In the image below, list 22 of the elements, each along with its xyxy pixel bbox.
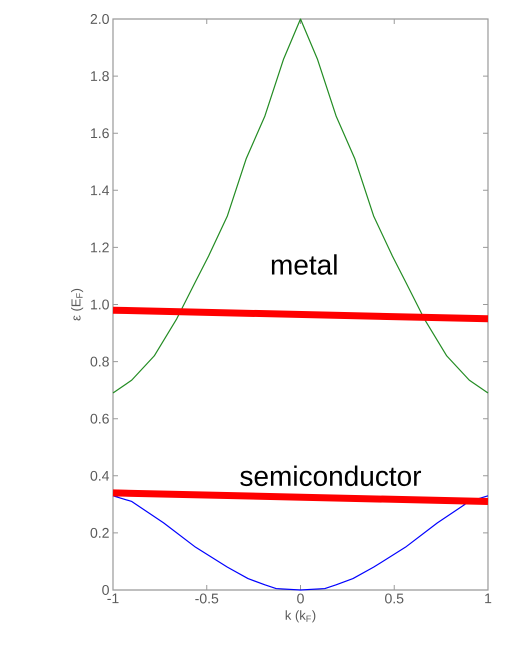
y-tick-label: 1.2 xyxy=(91,242,109,252)
x-axis-title: k (k$_{F}$) xyxy=(286,610,316,622)
x-tick-label: -1 xyxy=(107,594,119,604)
y-tick-label: 0.6 xyxy=(90,414,109,424)
y-tick-label: 1.0 xyxy=(91,300,109,310)
annotation: metal xyxy=(272,254,337,275)
line-series xyxy=(112,18,489,394)
y-tick-label: 1.8 xyxy=(91,71,109,82)
x-tick-label: 0 xyxy=(297,594,304,604)
y-tick-label: 1.4 xyxy=(91,185,110,196)
y-tick-label: 1.6 xyxy=(91,128,109,138)
annotation: semiconductor xyxy=(240,466,422,486)
y-tick-label: 0 xyxy=(102,585,109,595)
y-tick-label: 0.4 xyxy=(90,470,110,481)
x-tick-label: 1 xyxy=(485,594,492,604)
x-tick-label: -0.5 xyxy=(195,594,218,604)
line-series xyxy=(112,495,489,591)
y-axis-title: ε (E$_{F}$) xyxy=(71,288,84,320)
y-tick-label: 2.0 xyxy=(90,14,109,24)
y-tick-label: 0.2 xyxy=(90,528,109,538)
y-tick-label: 0.8 xyxy=(90,356,109,367)
x-tick-label: 0.5 xyxy=(385,594,404,604)
